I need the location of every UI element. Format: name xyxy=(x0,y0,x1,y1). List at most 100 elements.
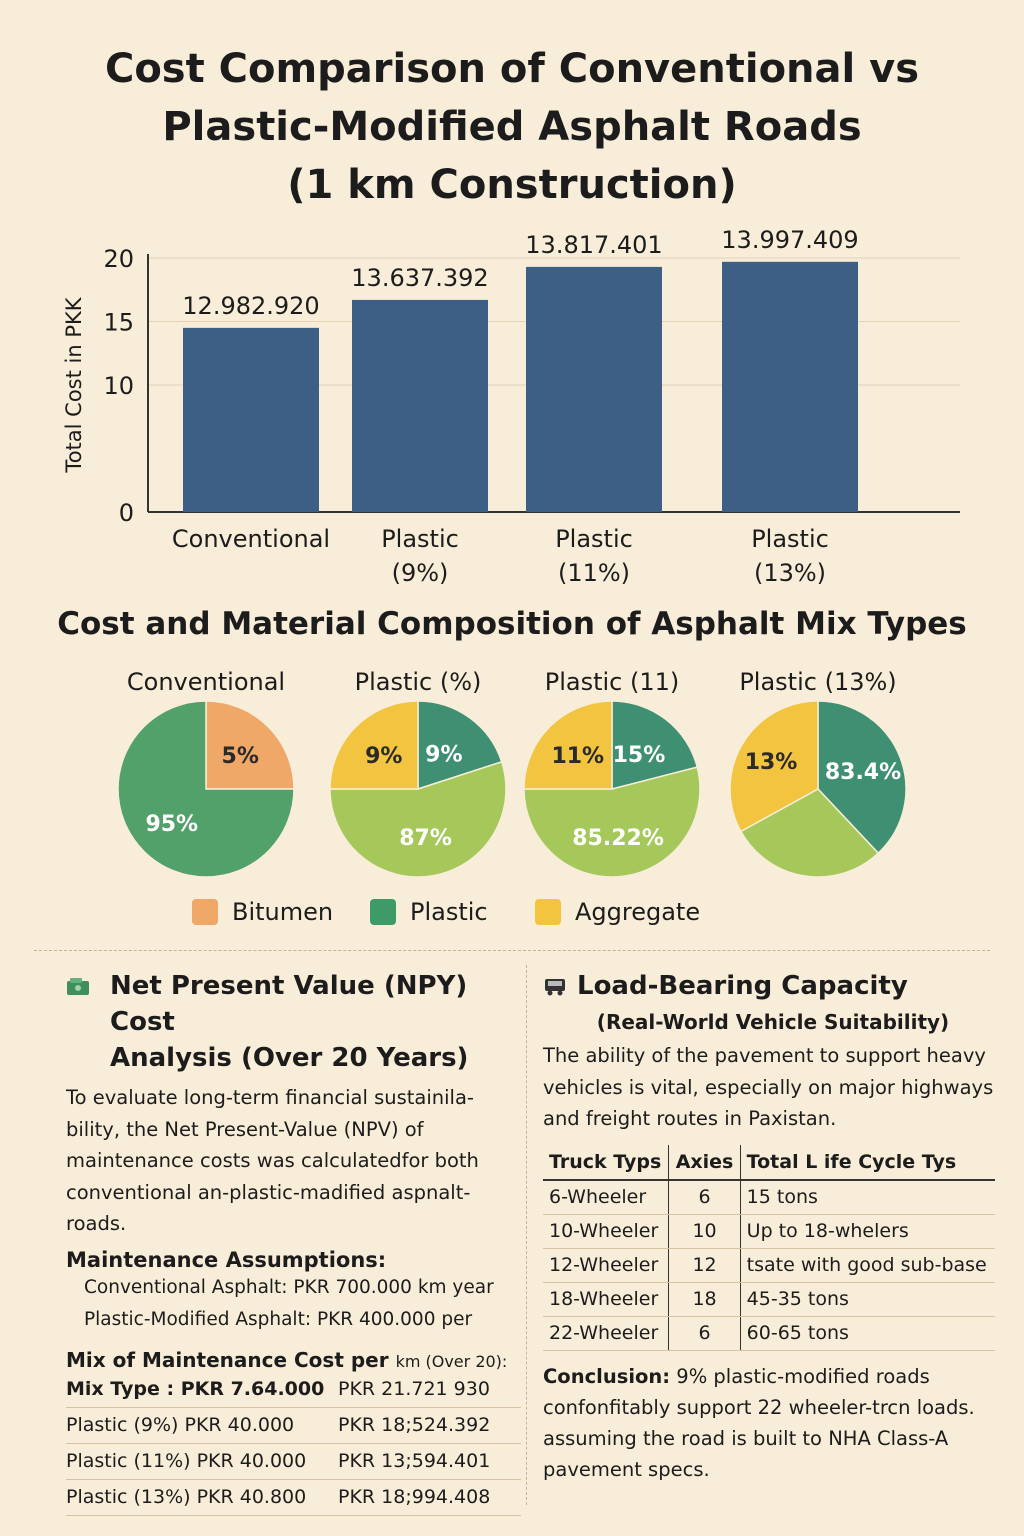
pie-slice xyxy=(329,760,507,878)
legend-label-plastic: Plastic xyxy=(410,898,488,926)
vertical-divider xyxy=(526,965,527,1505)
truck-cell: 22-Wheeler xyxy=(543,1316,669,1351)
mix-cell: PKR 18;994.408 xyxy=(338,1486,491,1508)
money-icon xyxy=(67,978,89,995)
mix-title-small: km (Over 20): xyxy=(395,1351,508,1371)
truck-cell: Up to 18-whelers xyxy=(740,1214,995,1249)
bar xyxy=(722,261,858,512)
truck-table: Truck Typs Axies Total L ife Cycle Tys 6… xyxy=(543,1144,995,1351)
pie-slice-label: 85.22% xyxy=(572,826,664,851)
pie-slice xyxy=(205,700,295,790)
pie-slice-label: 87% xyxy=(399,826,452,851)
pie-slice-label: 9% xyxy=(425,742,462,767)
bar xyxy=(352,299,488,512)
mix-cell: Plastic (13%) PKR 40.800 xyxy=(66,1486,307,1508)
pie-slice-label: 13% xyxy=(745,750,798,775)
pie-slice-label: 15% xyxy=(613,743,666,768)
legend-item-bitumen: Bitumen xyxy=(192,898,333,926)
title-line-3: (1 km Construction) xyxy=(287,162,737,208)
pie-section-title: Cost and Material Composition of Asphalt… xyxy=(57,606,967,642)
mix-row: Plastic (13%) PKR 40.800 PKR 18;994.408 xyxy=(66,1480,521,1516)
truck-col-header: Truck Typs xyxy=(543,1144,669,1181)
conclusion-text: 9% plastic-modified roads confonfitably … xyxy=(543,1364,975,1481)
load-panel: Load-Bearing Capacity (Real-World Vehicl… xyxy=(543,968,1003,1485)
pie-slice xyxy=(611,700,699,790)
truck-cell: 10 xyxy=(668,1214,741,1249)
truck-cell: 18 xyxy=(668,1282,741,1317)
legend-item-plastic: Plastic xyxy=(370,898,488,926)
truck-cell: 6 xyxy=(668,1316,741,1351)
table-row: 12-Wheeler 12 tsate with good sub-base xyxy=(543,1248,995,1283)
conclusion-label: Conclusion: xyxy=(543,1364,671,1388)
bar xyxy=(183,327,319,512)
truck-icon xyxy=(545,979,565,996)
pie-slice xyxy=(523,766,701,878)
x-tick-label: Plastic xyxy=(751,525,829,553)
truck-cell: 10-Wheeler xyxy=(543,1214,669,1249)
page-title: Cost Comparison of Conventional vs Plast… xyxy=(0,40,1024,214)
mix-cell: Mix Type : PKR 7.64.000 xyxy=(66,1378,325,1400)
truck-cell: 6-Wheeler xyxy=(543,1179,669,1215)
legend-label-bitumen: Bitumen xyxy=(232,898,334,926)
bar xyxy=(526,266,662,512)
legend-swatch-aggregate xyxy=(535,899,561,925)
npv-panel: Net Present Value (NPY) Cost Analysis (O… xyxy=(66,968,522,1516)
pie-title: Plastic (13%) xyxy=(739,668,896,696)
pie-slice-label: 5% xyxy=(222,744,259,769)
y-tick-label: 20 xyxy=(103,245,134,273)
load-subheading: (Real-World Vehicle Suitability) xyxy=(596,1010,950,1034)
truck-cell: tsate with good sub-base xyxy=(740,1248,995,1283)
truck-table-header: Truck Typs Axies Total L ife Cycle Tys xyxy=(543,1144,995,1181)
title-line-1: Cost Comparison of Conventional vs xyxy=(104,46,920,92)
pie-slice xyxy=(739,788,880,878)
mix-row: Mix Type : PKR 7.64.000 PKR 21.721 930 xyxy=(66,1372,521,1408)
truck-cell: 18-Wheeler xyxy=(543,1282,669,1317)
assumption-conventional: Conventional Asphalt: PKR 700.000 km yea… xyxy=(84,1276,494,1298)
pie-slice xyxy=(417,700,503,791)
truck-cell: 12 xyxy=(668,1248,741,1283)
y-tick-label: 10 xyxy=(103,372,134,400)
truck-cell: 45-35 tons xyxy=(740,1282,995,1317)
x-tick-label: Plastic xyxy=(381,525,459,553)
pie-title: Plastic (%) xyxy=(355,668,482,696)
load-heading-text: Load-Bearing Capacity xyxy=(577,971,908,1001)
pie-legend: Bitumen Plastic Aggregate xyxy=(0,898,1024,934)
mix-row: Plastic (9%) PKR 40.000 PKR 18;524.392 xyxy=(66,1408,521,1444)
mix-title: Mix of Maintenance Cost per km (Over 20)… xyxy=(66,1348,522,1372)
conclusion: Conclusion: 9% plastic-modified roads co… xyxy=(543,1361,1003,1485)
truck-cell: 6 xyxy=(668,1179,741,1215)
pie-slice xyxy=(817,700,907,855)
bar-data-label: 12.982.920 xyxy=(182,292,319,320)
pie-slice-label: 9% xyxy=(365,744,402,769)
bar-data-label: 13.817.401 xyxy=(525,231,662,259)
table-row: 18-Wheeler 18 45-35 tons xyxy=(543,1282,995,1317)
pie-slice xyxy=(329,700,419,790)
legend-label-aggregate: Aggregate xyxy=(575,898,701,926)
npv-heading-line-2: Analysis (Over 20 Years) xyxy=(110,1043,469,1073)
npv-intro: To evaluate long-term financial sustaini… xyxy=(66,1086,479,1235)
y-tick-label: 0 xyxy=(119,499,134,527)
mix-row: Plastic (11%) PKR 40.000 PKR 13;594.401 xyxy=(66,1444,521,1480)
pie-slice xyxy=(729,700,819,833)
pie-charts: Conventional 5% 95% Plastic (%) 9% 87% 9% Plast… xyxy=(117,668,907,878)
pie-slice-label: 11% xyxy=(551,744,604,769)
legend-item-aggregate: Aggregate xyxy=(535,898,700,926)
legend-swatch-bitumen xyxy=(192,899,218,925)
mix-cell: Plastic (11%) PKR 40.000 xyxy=(66,1450,307,1472)
truck-cell: 15 tons xyxy=(740,1179,995,1215)
x-tick-label: (9%) xyxy=(392,559,449,587)
pie-slice xyxy=(523,700,613,790)
legend-swatch-plastic xyxy=(370,899,396,925)
horizontal-divider xyxy=(34,950,990,951)
mix-cell: PKR 18;524.392 xyxy=(338,1414,491,1436)
pie-title: Conventional xyxy=(127,668,285,696)
truck-col-header: Total L ife Cycle Tys xyxy=(740,1144,995,1181)
mix-cell: PKR 21.721 930 xyxy=(338,1378,490,1400)
x-tick-label: Conventional xyxy=(172,525,330,553)
table-row: 22-Wheeler 6 60-65 tons xyxy=(543,1316,995,1351)
load-heading: Load-Bearing Capacity xyxy=(543,968,1003,1004)
truck-col-header: Axies xyxy=(668,1144,741,1181)
y-axis-label: Total Cost in PKK xyxy=(62,296,86,473)
assumption-plastic: Plastic-Modified Asphalt: PKR 400.000 pe… xyxy=(84,1308,473,1330)
x-tick-label: (13%) xyxy=(754,559,826,587)
